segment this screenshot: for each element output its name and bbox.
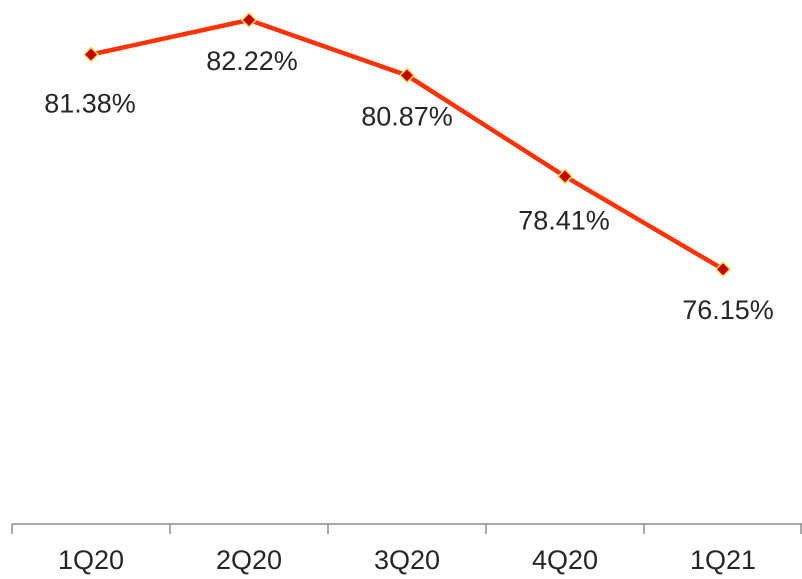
data-point-marker bbox=[82, 46, 100, 63]
data-label: 76.15% bbox=[682, 295, 774, 325]
x-tick-label: 3Q20 bbox=[374, 545, 440, 575]
x-axis bbox=[11, 523, 802, 534]
x-tick-label: 1Q21 bbox=[690, 545, 756, 575]
x-tick-label: 2Q20 bbox=[216, 545, 282, 575]
x-tick-label: 4Q20 bbox=[532, 545, 598, 575]
data-label: 82.22% bbox=[206, 46, 298, 76]
data-point-marker bbox=[714, 261, 732, 278]
series-line-group bbox=[88, 17, 726, 272]
marker-group bbox=[82, 11, 732, 278]
data-point-marker bbox=[240, 11, 258, 29]
data-point-marker bbox=[398, 67, 416, 84]
x-tick-label: 1Q20 bbox=[58, 545, 124, 575]
data-label-group: 81.38% 82.22% 80.87% 78.41% 76.15% bbox=[44, 46, 774, 325]
data-label: 81.38% bbox=[44, 88, 136, 118]
series-line bbox=[88, 17, 726, 272]
data-label: 80.87% bbox=[361, 101, 453, 131]
data-point-marker bbox=[556, 168, 574, 185]
x-tick-label-group: 1Q20 2Q20 3Q20 4Q20 1Q21 bbox=[58, 545, 756, 575]
data-label: 78.41% bbox=[518, 205, 610, 235]
